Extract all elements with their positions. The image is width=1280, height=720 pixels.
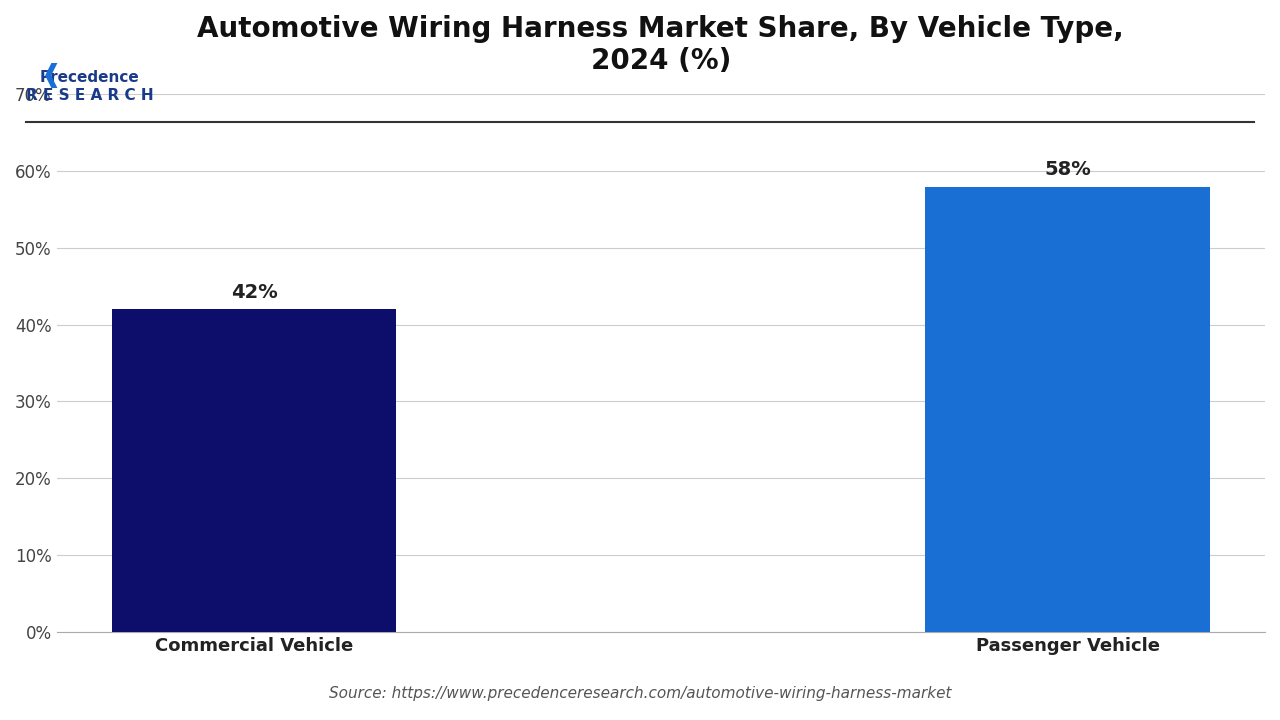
Text: ❰: ❰ [41,63,61,88]
Bar [111,310,397,631]
Title: Automotive Wiring Harness Market Share, By Vehicle Type,
2024 (%): Automotive Wiring Harness Market Share, … [197,15,1124,76]
Bar [925,186,1210,631]
Text: Precedence
R E S E A R C H: Precedence R E S E A R C H [26,70,154,102]
Text: 58%: 58% [1044,160,1091,179]
Text: 42%: 42% [230,283,278,302]
Text: Source: https://www.precedenceresearch.com/automotive-wiring-harness-market: Source: https://www.precedenceresearch.c… [329,686,951,701]
